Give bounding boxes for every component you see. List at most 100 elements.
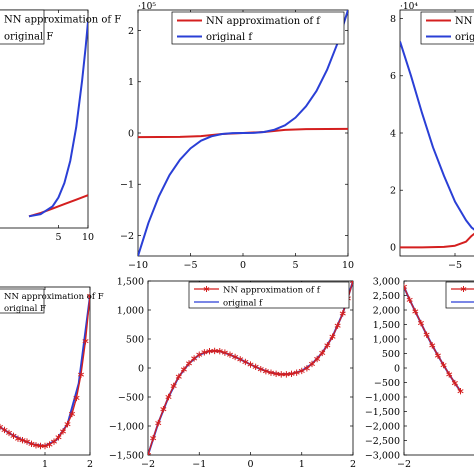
series-marker-nn (298, 367, 305, 375)
y-tick-label: 8 (390, 14, 396, 25)
series-marker-nn (283, 371, 290, 378)
series-marker-nn (226, 351, 234, 358)
plot-area (0, 292, 90, 450)
series-marker-nn (160, 405, 167, 413)
y-tick-label: 1,500 (373, 320, 400, 331)
y-tick-label: 0 (138, 363, 144, 374)
y-tick-label: 3,000 (373, 276, 400, 287)
series-marker-nn (434, 352, 441, 359)
series-marker-nn (221, 349, 228, 356)
series-marker-nn (201, 349, 208, 356)
y-tick-label: −1,000 (109, 421, 144, 432)
series-marker-nn (329, 333, 336, 340)
series-marker-nn (417, 319, 424, 327)
legend-box (420, 11, 474, 45)
series-marker-nn (237, 356, 244, 363)
series-marker-nn (68, 410, 76, 418)
y-tick-label: 500 (382, 349, 400, 360)
series-line-original (0, 295, 90, 447)
x-tick-label: −1 (192, 459, 206, 470)
legend-marker (203, 286, 210, 292)
legend-label: NN approximation of f (455, 16, 474, 27)
series-marker-nn (457, 388, 464, 395)
legend-label: NN approximation of F (4, 292, 104, 302)
y-tick-label: −2,000 (365, 421, 400, 432)
series-marker-nn (86, 292, 90, 300)
series-marker-nn (293, 369, 300, 376)
series-marker-nn (77, 371, 85, 378)
y-tick-label: 0 (128, 128, 134, 139)
legend-box (188, 281, 350, 309)
series-line-original (28, 21, 88, 218)
y-exponent-label: ·10⁵ (138, 2, 156, 12)
legend-marker (460, 286, 467, 292)
x-tick-label: 5 (55, 232, 61, 243)
series-marker-nn (303, 365, 310, 372)
y-tick-label: 2 (390, 186, 396, 197)
series-marker-nn (50, 438, 58, 445)
series-marker-nn (10, 432, 17, 440)
y-tick-label: 2,000 (373, 305, 400, 316)
series-marker-nn (334, 322, 341, 329)
series-marker-nn (180, 366, 187, 373)
x-tick-label: −5 (448, 260, 462, 271)
y-tick-label: 0 (390, 243, 396, 254)
y-tick-label: −1,000 (365, 392, 400, 403)
series-marker-nn (252, 363, 259, 371)
legend-label: original f (206, 32, 253, 43)
legend-label: NN approximation of F (4, 15, 121, 26)
x-tick-label: 1 (42, 459, 48, 470)
legend-box (0, 9, 45, 45)
chart-panel-bottom-left: 1 2 NN approximation of F original F (0, 286, 104, 470)
series-marker-nn (5, 429, 13, 437)
y-tick-label: 500 (126, 334, 144, 345)
plot-area (404, 283, 464, 395)
y-tick-label: −3,000 (365, 450, 400, 461)
series-marker-nn (175, 373, 182, 380)
y-tick-label: −1,500 (109, 450, 144, 461)
series-marker-nn (46, 441, 53, 448)
series-marker-nn (170, 382, 177, 390)
chart-panel-top-right: −5 0 2 4 6 8 ·10⁴ NN approximation of f original… (390, 2, 474, 271)
series-marker-nn (216, 347, 223, 355)
series-marker-nn (165, 393, 172, 401)
y-tick-label: 4 (390, 128, 396, 139)
series-marker-nn (440, 361, 447, 369)
x-tick-label: 2 (87, 459, 93, 470)
x-tick-label: −2 (141, 459, 155, 470)
legend-label: original f (223, 299, 263, 309)
series-marker-nn (185, 360, 193, 367)
series-marker-nn (308, 360, 316, 368)
legend-label: NN approximation of f (206, 16, 321, 27)
legend-label: original F (4, 32, 53, 43)
series-marker-nn (429, 342, 436, 349)
series-marker-nn (82, 337, 89, 345)
legend-label: NN approximation of f (223, 286, 321, 296)
series-marker-nn (0, 423, 4, 431)
series-marker-nn (257, 365, 264, 373)
series-marker-nn (196, 351, 203, 358)
chart-panel-bottom-right: −2−3,000 −2,500 −2,000 −1,500 −1,000 −500 0 500… (365, 276, 474, 470)
plot-area (138, 10, 348, 256)
y-tick-label: −500 (118, 392, 144, 403)
series-line-original (400, 41, 474, 231)
series-marker-nn (404, 283, 408, 290)
series-marker-nn (191, 355, 198, 362)
x-tick-label: −2 (397, 459, 411, 470)
legend-label: original F (4, 304, 46, 314)
series-marker-nn (349, 281, 353, 285)
series-marker-nn (247, 361, 254, 368)
series-marker-nn (451, 379, 458, 387)
series-marker-nn (206, 347, 213, 355)
y-tick-label: 1,000 (117, 305, 144, 316)
series-marker-nn (412, 308, 419, 315)
y-tick-label: 6 (390, 71, 396, 82)
chart-panel-bottom-middle: −2 −1 0 1 2 −1,500 −1,000 −500 0 500 1,000 1,500 NN … (109, 276, 356, 470)
series-marker-nn (314, 355, 321, 363)
x-tick-label: −5 (183, 260, 197, 271)
series-marker-nn (148, 451, 152, 455)
